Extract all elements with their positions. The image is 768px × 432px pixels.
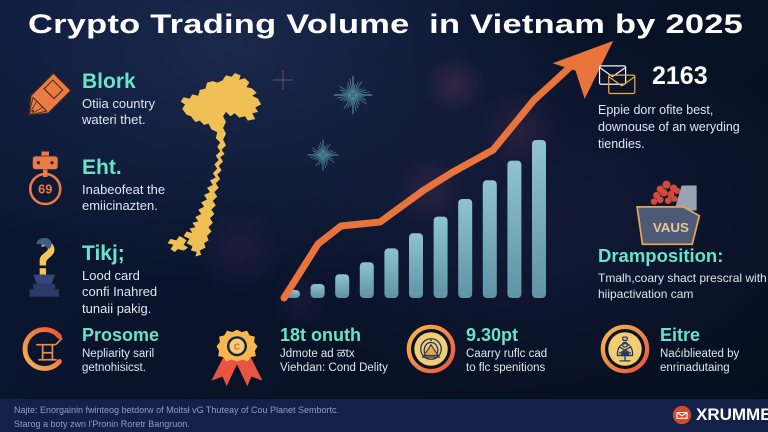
- svg-text:C: C: [234, 342, 240, 351]
- svg-text:VAUS: VAUS: [653, 220, 689, 235]
